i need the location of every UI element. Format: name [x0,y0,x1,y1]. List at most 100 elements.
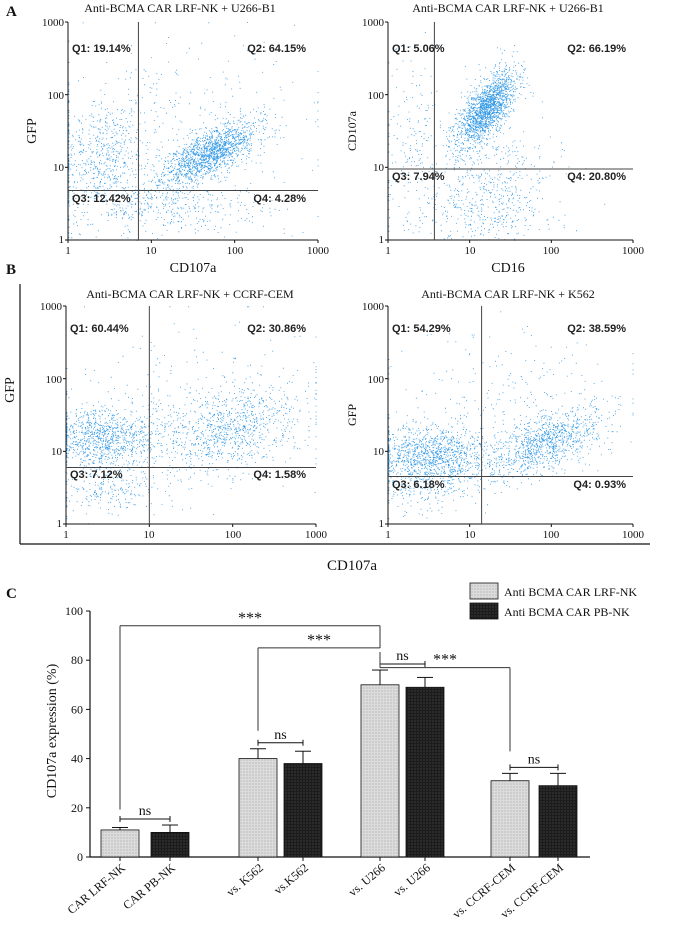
scatter-dots [388,311,634,525]
bar [538,785,578,858]
legend-swatch-lrf [469,582,499,600]
bar [405,686,445,858]
quadrant-q2: Q2: 30.86% [247,323,306,335]
legend-label-pb: Anti BCMA CAR PB-NK [504,605,630,619]
y-tick: 100 [46,374,63,386]
flow-plot-a1: Anti-BCMA CAR LRF-NK + U266-B1 Q1: 19.14… [25,1,330,276]
x-tick: 100 [543,529,560,541]
sig-label: *** [307,632,331,649]
quadrant-q2: Q2: 38.59% [567,323,626,335]
panel-letter-a: A [6,4,17,20]
x-tick-label: vs.K562 [271,861,311,898]
y-tick: 1 [57,518,63,530]
quadrant-q1: Q1: 54.29% [392,323,451,335]
panel-letter-b: B [6,262,16,278]
y-tick-label: 60 [71,702,83,716]
ns-label: ns [396,649,408,664]
quadrant-q2: Q2: 66.19% [567,43,626,55]
plot-title: Anti-BCMA CAR LRF-NK + K562 [421,287,594,301]
panel-letter-c: C [6,586,17,602]
y-axis-label: GFP [345,404,359,426]
bar [100,829,140,858]
bar [238,758,278,858]
bar [360,684,400,858]
scatter-dots [388,32,606,241]
x-tick: 100 [225,529,242,541]
y-tick: 10 [373,162,385,174]
x-tick-label: vs. K562 [224,861,266,900]
legend: Anti BCMA CAR LRF-NK Anti BCMA CAR PB-NK [469,582,637,620]
plot-title: Anti-BCMA CAR LRF-NK + CCRF-CEM [86,287,294,301]
scatter-dots [66,306,317,525]
y-tick: 1000 [362,301,385,313]
x-tick: 10 [146,245,158,257]
bar [490,780,530,858]
scatter-points [388,32,606,241]
shared-x-axis-label: CD107a [327,558,377,574]
x-tick: 100 [227,245,244,257]
flow-plot-b2: Anti-BCMA CAR LRF-NK + K562 Q1: 54.29% Q… [345,287,645,541]
legend-label-lrf: Anti BCMA CAR LRF-NK [504,585,637,599]
quadrant-q3: Q3: 7.12% [70,469,123,481]
quadrant-q3: Q3: 12.42% [72,193,131,205]
y-axis-label: CD107a expression (%) [45,663,60,798]
y-tick: 100 [368,90,385,102]
y-tick: 1 [379,234,385,246]
y-tick-label: 80 [71,653,83,667]
plot-title: Anti-BCMA CAR LRF-NK + U266-B1 [412,1,603,15]
y-axis-label: GFP [25,118,40,144]
scatter-points [388,311,634,525]
quadrant-q3: Q3: 7.94% [392,171,445,183]
x-tick: 10 [465,529,477,541]
y-axis-label: CD107a [345,110,359,151]
quadrant-q4: Q4: 20.80% [567,171,626,183]
y-tick: 10 [53,162,65,174]
plot-area [385,305,634,527]
plot-title: Anti-BCMA CAR LRF-NK + U266-B1 [84,1,275,15]
x-tick-label: vs. U266 [391,861,433,900]
scatter-dots [68,22,319,241]
x-tick-label: vs. U266 [346,861,388,900]
y-tick-label: 20 [71,801,83,815]
sig-label: *** [433,652,457,669]
x-tick: 1000 [307,245,330,257]
x-tick: 1 [63,529,69,541]
x-tick: 1 [385,245,391,257]
x-tick: 1 [65,245,71,257]
y-tick: 10 [51,446,63,458]
x-tick: 100 [543,245,560,257]
y-tick-label: 40 [71,752,83,766]
y-tick: 100 [48,90,65,102]
y-tick: 1000 [362,17,385,29]
x-axis-label: CD107a [170,261,217,276]
y-tick-label: 0 [77,850,83,864]
quadrant-q1: Q1: 5.06% [392,43,445,55]
flow-plot-a2: Anti-BCMA CAR LRF-NK + U266-B1 Q1: 5.06%… [345,1,645,276]
quadrant-q4: Q4: 1.58% [253,469,306,481]
sig-label: *** [238,610,262,627]
bar-chart-c: CD107a expression (%) Anti BCMA CAR LRF-… [45,582,637,921]
quadrant-q3: Q3: 6.18% [392,479,445,491]
scatter-points [66,306,317,525]
x-tick: 1 [385,529,391,541]
y-tick-label: 100 [65,604,83,618]
x-tick: 1000 [305,529,328,541]
ns-label: ns [274,728,286,743]
y-tick: 1 [59,234,65,246]
quadrant-q4: Q4: 0.93% [573,479,626,491]
x-tick-label: CAR PB-NK [120,860,178,912]
plot-area [65,21,319,243]
x-axis-label: CD16 [491,261,524,276]
scatter-points [68,22,319,241]
quadrant-q2: Q2: 64.15% [247,43,306,55]
quadrant-q1: Q1: 19.14% [72,43,131,55]
y-axis-label: GFP [3,377,18,403]
flow-plot-b1: Anti-BCMA CAR LRF-NK + CCRF-CEM Q1: 60.4… [3,287,328,541]
y-tick: 1000 [42,17,65,29]
x-tick: 1000 [622,245,645,257]
quadrant-q1: Q1: 60.44% [70,323,129,335]
y-tick: 100 [368,374,385,386]
bar [283,763,323,858]
legend-swatch-pb [469,602,499,620]
ns-label: ns [139,804,151,819]
